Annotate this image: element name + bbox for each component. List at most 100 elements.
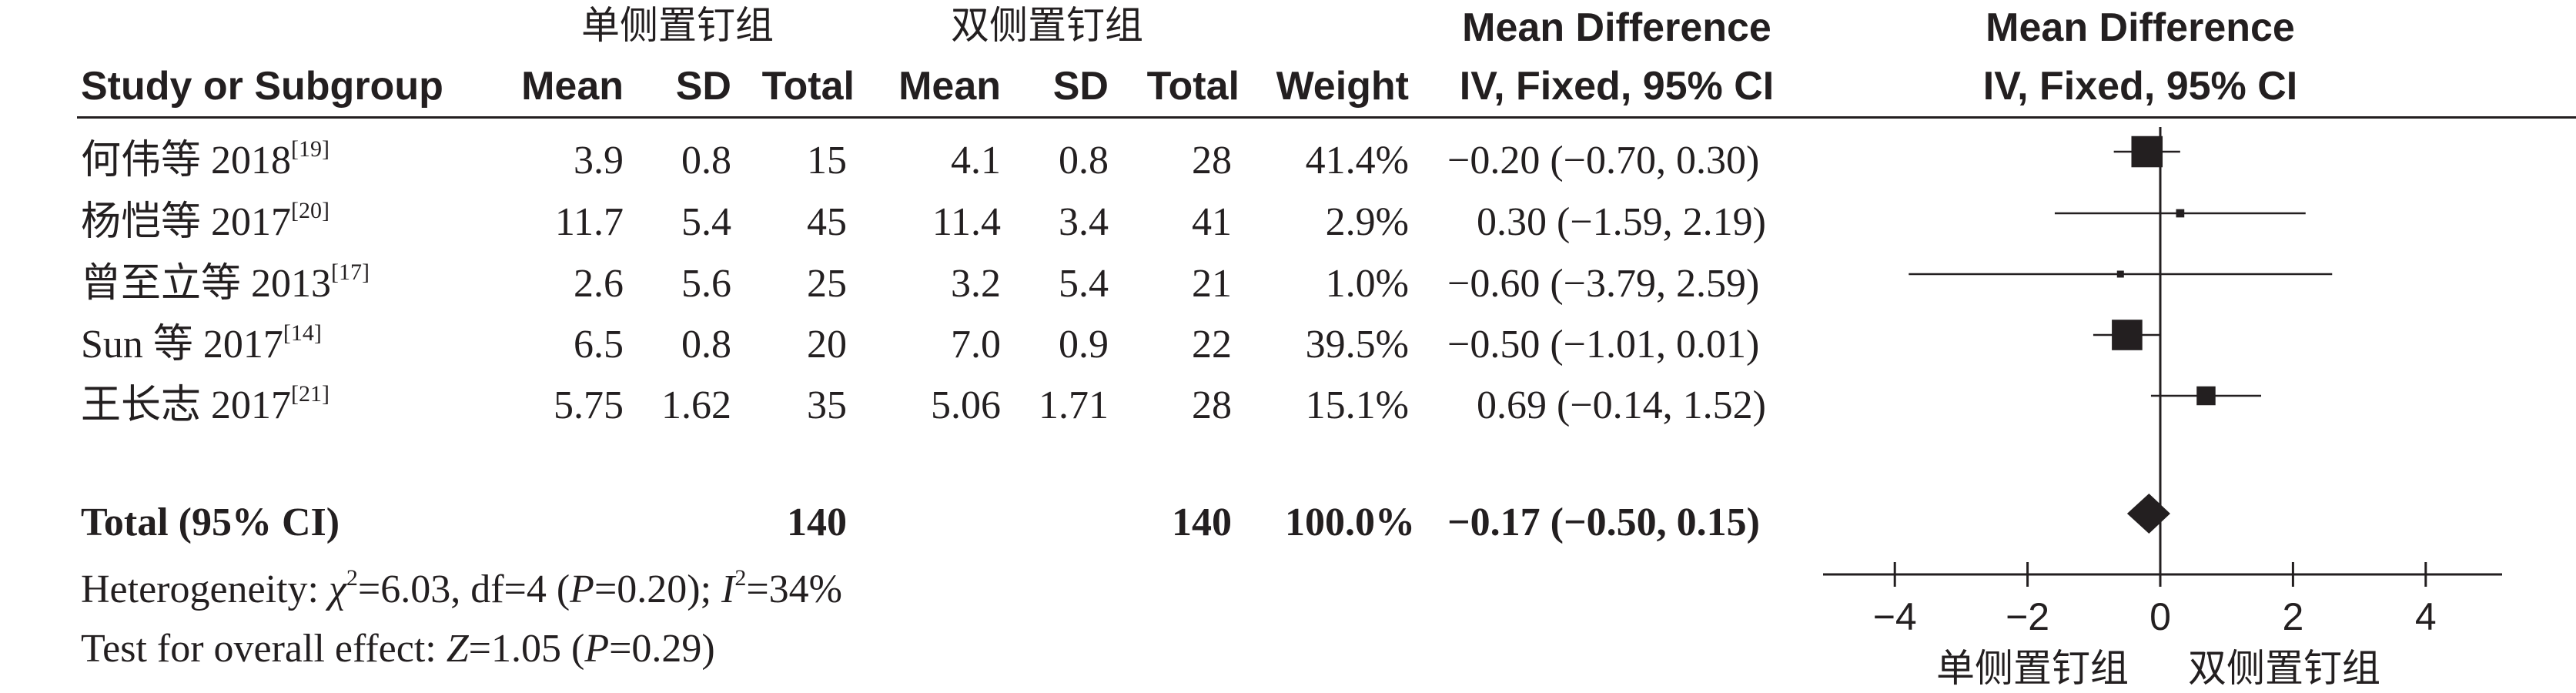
overall-p-symbol: P xyxy=(584,627,610,671)
study-name: 何伟等 2018[19] xyxy=(81,138,330,182)
pooled-effect-diamond xyxy=(2126,494,2170,534)
md-title-header: Mean Difference xyxy=(1462,5,1771,50)
study-name: 曾至立等 2013[17] xyxy=(81,261,370,306)
study-c-sd: 5.4 xyxy=(1059,262,1109,306)
study-label: 曾至立等 2013 xyxy=(81,262,332,306)
study-e-total: 45 xyxy=(807,200,847,244)
study-e-sd: 0.8 xyxy=(681,139,731,182)
plot-title-header: Mean Difference xyxy=(1986,5,2295,50)
c-mean-column-header: Mean xyxy=(898,64,1001,109)
z-value: =1.05 ( xyxy=(468,627,585,671)
i-squared-value: =34% xyxy=(746,567,843,611)
study-name: 王长志 2017[21] xyxy=(81,383,330,427)
study-c-total: 28 xyxy=(1192,383,1232,427)
e-total-column-header: Total xyxy=(761,64,855,109)
study-c-sd: 0.8 xyxy=(1059,139,1109,182)
study-weight: 2.9% xyxy=(1325,200,1409,244)
study-reference: [20] xyxy=(291,198,330,223)
heterogeneity-line: Heterogeneity: χ2=6.03, df=4 (P=0.20); I… xyxy=(81,567,843,611)
study-e-sd: 1.62 xyxy=(661,383,731,427)
study-c-mean: 3.2 xyxy=(951,262,1001,306)
study-ci-text: −0.50 (−1.01, 0.01) xyxy=(1447,323,1760,367)
x-label-right: 双侧置钉组 xyxy=(2188,646,2380,691)
study-c-sd: 3.4 xyxy=(1059,200,1109,244)
study-e-total: 20 xyxy=(807,323,847,367)
study-reference: [19] xyxy=(291,136,330,162)
plot-method-header: IV, Fixed, 95% CI xyxy=(1982,64,2298,109)
study-effect-square xyxy=(2196,386,2216,406)
study-c-mean: 5.06 xyxy=(931,383,1001,427)
study-ci-text: 0.69 (−0.14, 1.52) xyxy=(1477,383,1766,427)
study-c-mean: 11.4 xyxy=(932,200,1001,244)
c-sd-column-header: SD xyxy=(1052,64,1109,109)
study-c-mean: 7.0 xyxy=(951,323,1001,367)
control-group-header: 双侧置钉组 xyxy=(951,3,1143,48)
study-weight: 1.0% xyxy=(1325,262,1409,306)
study-c-mean: 4.1 xyxy=(951,139,1001,182)
total-ci-text: −0.17 (−0.50, 0.15) xyxy=(1447,500,1760,544)
experimental-group-header: 单侧置钉组 xyxy=(581,3,774,48)
study-column-header: Study or Subgroup xyxy=(81,64,443,109)
total-weight: 100.0% xyxy=(1285,500,1415,544)
study-e-total: 35 xyxy=(807,383,847,427)
study-weight: 15.1% xyxy=(1305,383,1409,427)
study-weight: 39.5% xyxy=(1305,323,1409,367)
study-name: 杨恺等 2017[20] xyxy=(81,199,330,244)
study-e-mean: 3.9 xyxy=(574,139,624,182)
i-squared-sup: 2 xyxy=(734,565,747,591)
study-weight: 41.4% xyxy=(1305,139,1409,182)
study-e-mean: 2.6 xyxy=(574,262,624,306)
study-e-total: 25 xyxy=(807,262,847,306)
heterogeneity-p-symbol: P xyxy=(570,567,594,611)
overall-p-value: =0.29) xyxy=(609,627,715,671)
study-c-sd: 1.71 xyxy=(1039,383,1109,427)
total-label: Total (95% CI) xyxy=(81,500,340,544)
study-reference: [14] xyxy=(283,320,322,346)
md-method-header: IV, Fixed, 95% CI xyxy=(1459,64,1775,109)
study-effect-square xyxy=(2131,136,2163,168)
study-e-total: 15 xyxy=(807,139,847,182)
study-e-mean: 6.5 xyxy=(574,323,624,367)
study-effect-square xyxy=(2176,209,2185,218)
weight-column-header: Weight xyxy=(1276,64,1409,109)
study-label: 杨恺等 2017 xyxy=(81,200,292,244)
study-e-sd: 0.8 xyxy=(681,323,731,367)
study-label: 何伟等 2018 xyxy=(81,139,292,182)
study-c-total: 21 xyxy=(1192,262,1232,306)
chi-symbol: χ xyxy=(328,567,346,611)
heterogeneity-p-value: =0.20); xyxy=(594,567,722,611)
study-label: 王长志 2017 xyxy=(81,383,292,427)
x-tick-label: 0 xyxy=(2149,595,2171,638)
header-rule xyxy=(77,116,2576,119)
study-ci-text: −0.60 (−3.79, 2.59) xyxy=(1447,262,1760,306)
heterogeneity-stats: =6.03, df=4 ( xyxy=(357,567,570,611)
total-c-total: 140 xyxy=(1172,500,1232,544)
study-e-mean: 11.7 xyxy=(554,200,624,244)
i-squared-symbol: I xyxy=(721,567,735,611)
study-label: Sun 等 2017 xyxy=(81,323,283,367)
study-c-sd: 0.9 xyxy=(1059,323,1109,367)
study-reference: [17] xyxy=(331,259,370,285)
chi-sup: 2 xyxy=(346,565,358,591)
study-c-total: 28 xyxy=(1192,139,1232,182)
study-reference: [21] xyxy=(291,381,330,407)
study-c-total: 41 xyxy=(1192,200,1232,244)
x-tick-label: −4 xyxy=(1873,595,1917,638)
e-mean-column-header: Mean xyxy=(521,64,624,109)
study-e-sd: 5.4 xyxy=(681,200,731,244)
study-ci-text: −0.20 (−0.70, 0.30) xyxy=(1447,139,1760,182)
c-total-column-header: Total xyxy=(1146,64,1239,109)
x-tick-label: −2 xyxy=(2006,595,2049,638)
study-effect-square xyxy=(2116,270,2124,278)
overall-prefix: Test for overall effect: xyxy=(81,627,447,671)
total-e-total: 140 xyxy=(787,500,847,544)
z-symbol: Z xyxy=(446,627,469,671)
study-effect-square xyxy=(2112,320,2143,350)
overall-effect-line: Test for overall effect: Z=1.05 (P=0.29) xyxy=(81,629,715,669)
heterogeneity-prefix: Heterogeneity: xyxy=(81,567,329,611)
study-name: Sun 等 2017[14] xyxy=(81,322,322,367)
x-tick-label: 2 xyxy=(2282,595,2303,638)
study-ci-text: 0.30 (−1.59, 2.19) xyxy=(1477,200,1766,244)
